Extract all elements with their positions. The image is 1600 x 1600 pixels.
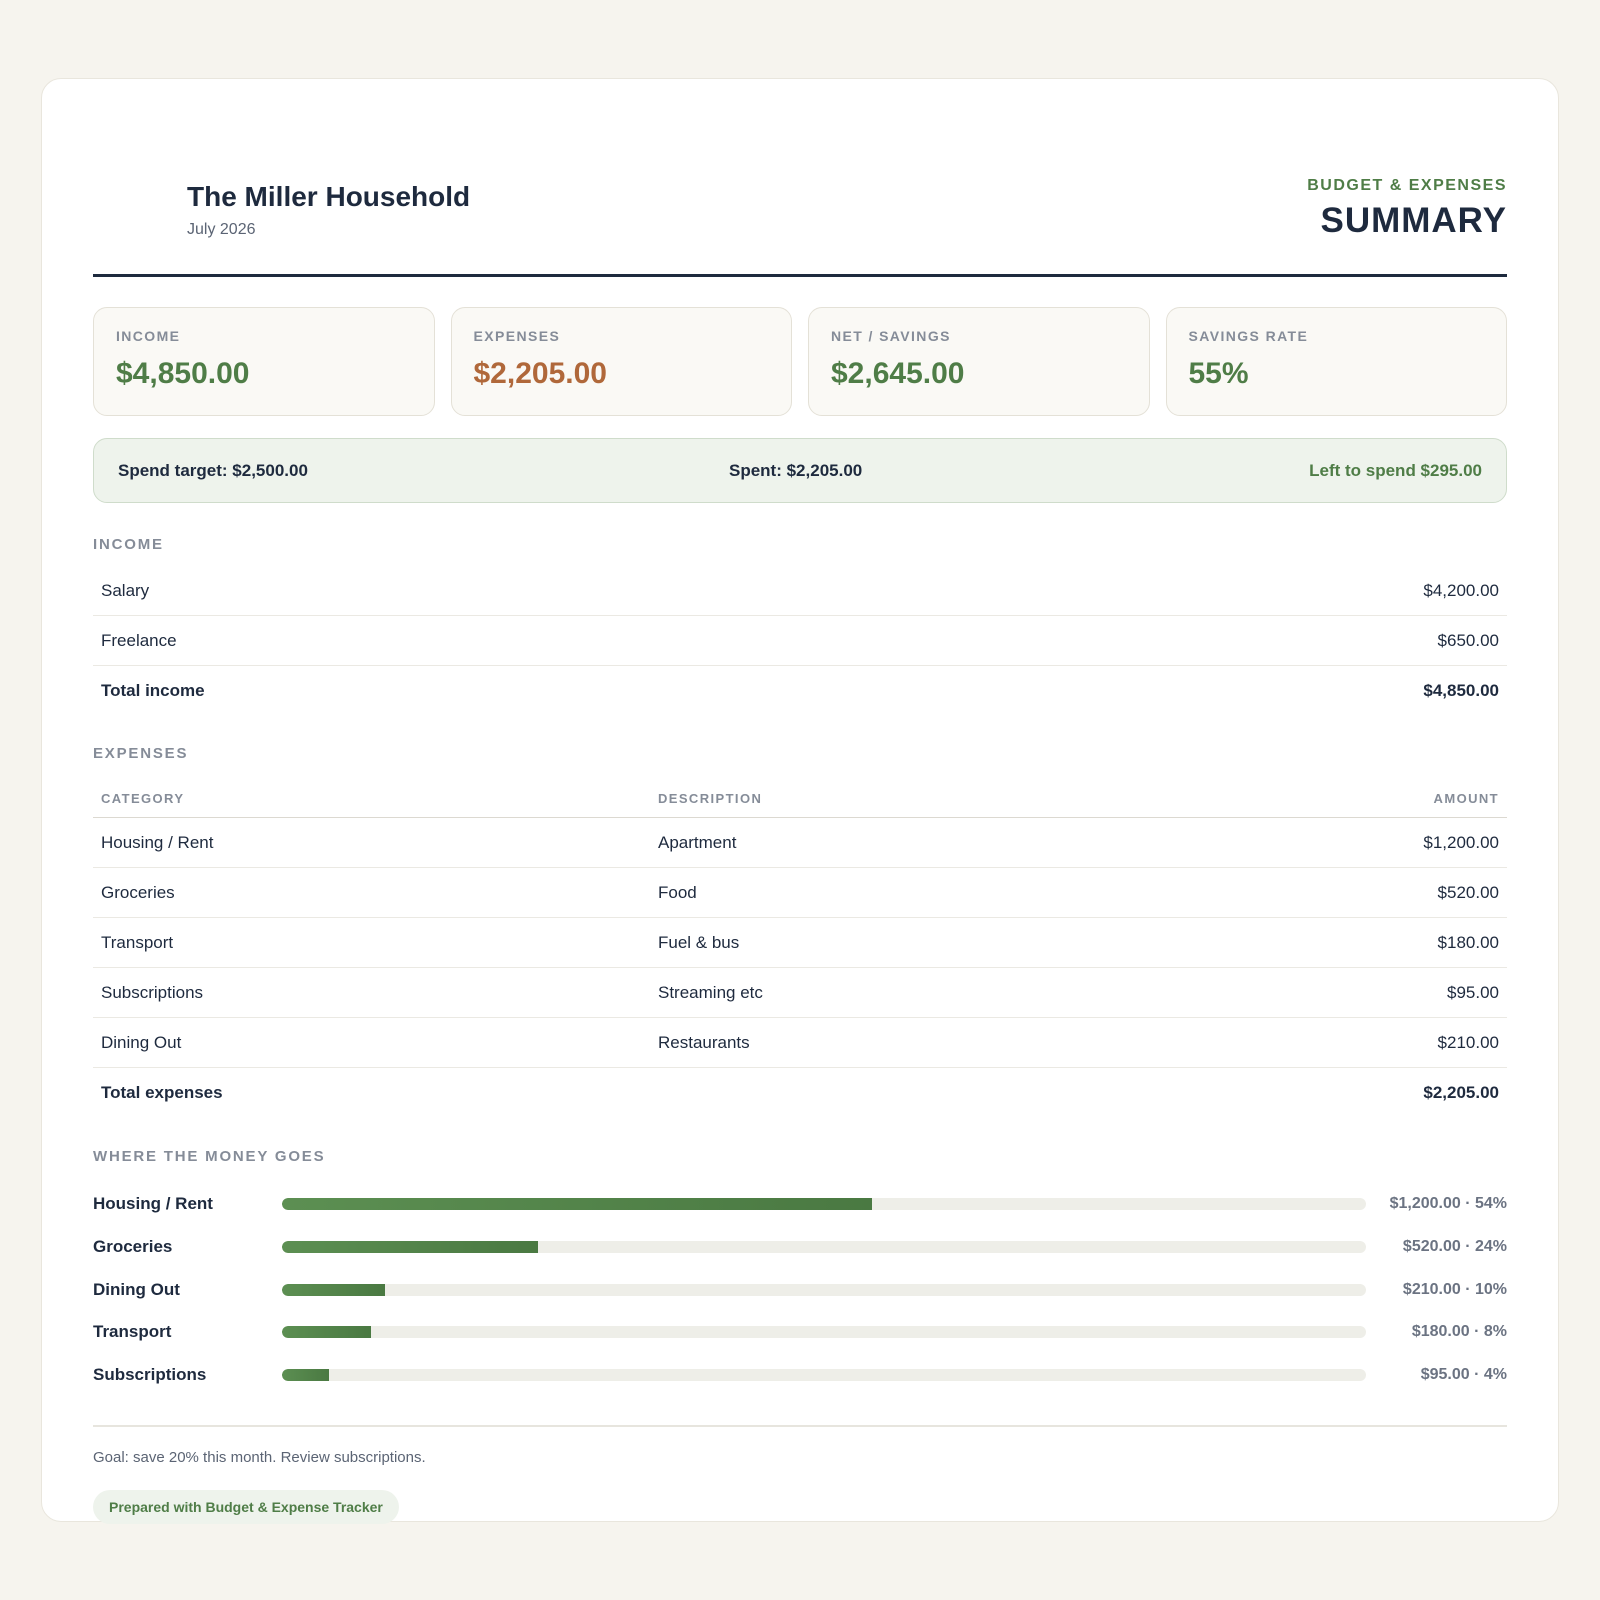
table-row: Freelance $650.00 bbox=[93, 616, 1507, 666]
kpi-income: INCOME $4,850.00 bbox=[93, 307, 435, 416]
table-row: Subscriptions Streaming etc $95.00 bbox=[93, 968, 1507, 1018]
breakdown-value: $180.00 · 8% bbox=[1411, 1323, 1507, 1341]
summary-card: The Miller Household July 2026 BUDGET & … bbox=[41, 78, 1559, 1525]
expense-category: Subscriptions bbox=[101, 982, 204, 1002]
breakdown-row: Transport $180.00 · 8% bbox=[93, 1311, 1507, 1354]
table-row: Groceries Food $520.00 bbox=[93, 868, 1507, 918]
expense-amount: $520.00 bbox=[1437, 882, 1499, 902]
breakdown-bars: Housing / Rent $1,200.00 · 54% Groceries… bbox=[93, 1183, 1507, 1396]
goal-note: Goal: save 20% this month. Review subscr… bbox=[93, 1449, 426, 1467]
income-total-amount: $4,850.00 bbox=[1423, 681, 1499, 700]
expense-description: Fuel & bus bbox=[658, 932, 740, 952]
breakdown-category: Groceries bbox=[93, 1237, 173, 1257]
breakdown-row: Dining Out $210.00 · 10% bbox=[93, 1268, 1507, 1311]
expense-category: Housing / Rent bbox=[101, 832, 214, 852]
breakdown-fill bbox=[282, 1198, 872, 1211]
income-amount: $650.00 bbox=[1437, 630, 1499, 650]
income-source: Freelance bbox=[101, 630, 177, 650]
expense-amount: $210.00 bbox=[1437, 1032, 1499, 1052]
breakdown-row: Groceries $520.00 · 24% bbox=[93, 1226, 1507, 1269]
income-table: Salary $4,200.00 Freelance $650.00 Total… bbox=[93, 566, 1507, 716]
footer: Goal: save 20% this month. Review subscr… bbox=[93, 1425, 1507, 1525]
kpi-savings-rate: SAVINGS RATE 55% bbox=[1165, 307, 1507, 416]
expenses-total-label: Total expenses bbox=[101, 1083, 223, 1102]
kpi-label: SAVINGS RATE bbox=[1188, 328, 1309, 344]
breakdown-track bbox=[282, 1369, 1366, 1382]
expense-amount: $1,200.00 bbox=[1423, 832, 1499, 852]
left-to-spend: Left to spend $295.00 bbox=[1309, 460, 1482, 480]
table-row: Salary $4,200.00 bbox=[93, 566, 1507, 616]
document-header: The Miller Household July 2026 BUDGET & … bbox=[93, 129, 1507, 277]
expense-category: Transport bbox=[101, 932, 174, 952]
breakdown-fill bbox=[282, 1369, 329, 1382]
kpi-label: EXPENSES bbox=[473, 328, 561, 344]
breakdown-value: $520.00 · 24% bbox=[1402, 1238, 1507, 1256]
expense-amount: $95.00 bbox=[1447, 982, 1499, 1002]
breakdown-track bbox=[282, 1241, 1366, 1254]
expenses-total-row: Total expenses $2,205.00 bbox=[93, 1068, 1507, 1118]
period-label: July 2026 bbox=[187, 221, 256, 238]
kpi-expenses: EXPENSES $2,205.00 bbox=[450, 307, 792, 416]
document-title: SUMMARY bbox=[1320, 201, 1507, 240]
table-row: Dining Out Restaurants $210.00 bbox=[93, 1018, 1507, 1068]
income-amount: $4,200.00 bbox=[1423, 580, 1499, 600]
income-total-label: Total income bbox=[101, 681, 205, 700]
kpi-value: $2,645.00 bbox=[831, 357, 965, 390]
expense-description: Restaurants bbox=[658, 1032, 750, 1052]
expense-description: Food bbox=[658, 882, 697, 902]
breakdown-track bbox=[282, 1283, 1366, 1296]
expenses-total-amount: $2,205.00 bbox=[1423, 1083, 1499, 1102]
kpi-row: INCOME $4,850.00 EXPENSES $2,205.00 NET … bbox=[93, 307, 1507, 416]
expenses-table: Housing / Rent Apartment $1,200.00 Groce… bbox=[93, 818, 1507, 1118]
prepared-with-badge: Prepared with Budget & Expense Tracker bbox=[93, 1490, 399, 1525]
income-total-row: Total income $4,850.00 bbox=[93, 666, 1507, 716]
breakdown-category: Subscriptions bbox=[93, 1365, 207, 1385]
breakdown-category: Dining Out bbox=[93, 1279, 180, 1299]
breakdown-value: $95.00 · 4% bbox=[1420, 1366, 1507, 1384]
kpi-value: $2,205.00 bbox=[473, 357, 607, 390]
document-kicker: BUDGET & EXPENSES bbox=[1307, 177, 1507, 194]
column-header-amount: AMOUNT bbox=[1433, 791, 1499, 806]
income-section-label: INCOME bbox=[93, 536, 164, 553]
column-header-description: DESCRIPTION bbox=[658, 791, 763, 806]
expense-amount: $180.00 bbox=[1437, 932, 1499, 952]
breakdown-section-label: WHERE THE MONEY GOES bbox=[93, 1148, 326, 1165]
breakdown-track bbox=[282, 1198, 1366, 1211]
kpi-value: 55% bbox=[1188, 357, 1249, 390]
spend-target-bar: Spend target: $2,500.00 Spent: $2,205.00… bbox=[93, 438, 1507, 503]
breakdown-category: Transport bbox=[93, 1322, 172, 1342]
expense-description: Streaming etc bbox=[658, 982, 763, 1002]
breakdown-fill bbox=[282, 1241, 538, 1254]
kpi-label: NET / SAVINGS bbox=[831, 328, 951, 344]
household-name: The Miller Household bbox=[187, 181, 471, 212]
kpi-value: $4,850.00 bbox=[116, 357, 250, 390]
expense-description: Apartment bbox=[658, 832, 737, 852]
breakdown-row: Housing / Rent $1,200.00 · 54% bbox=[93, 1183, 1507, 1226]
breakdown-track bbox=[282, 1326, 1366, 1339]
spend-target: Spend target: $2,500.00 bbox=[118, 460, 308, 480]
income-source: Salary bbox=[101, 580, 150, 600]
breakdown-row: Subscriptions $95.00 · 4% bbox=[93, 1354, 1507, 1397]
table-row: Housing / Rent Apartment $1,200.00 bbox=[93, 818, 1507, 868]
table-row: Transport Fuel & bus $180.00 bbox=[93, 918, 1507, 968]
spent-amount: Spent: $2,205.00 bbox=[729, 460, 863, 480]
breakdown-fill bbox=[282, 1283, 385, 1296]
kpi-label: INCOME bbox=[116, 328, 181, 344]
breakdown-category: Housing / Rent bbox=[93, 1194, 213, 1214]
breakdown-value: $1,200.00 · 54% bbox=[1389, 1195, 1507, 1213]
expenses-section-label: EXPENSES bbox=[93, 745, 189, 762]
expenses-table-header: CATEGORY DESCRIPTION AMOUNT bbox=[93, 780, 1507, 818]
expense-category: Dining Out bbox=[101, 1032, 182, 1052]
breakdown-fill bbox=[282, 1326, 371, 1339]
expense-category: Groceries bbox=[101, 882, 175, 902]
breakdown-value: $210.00 · 10% bbox=[1402, 1280, 1507, 1298]
kpi-net-savings: NET / SAVINGS $2,645.00 bbox=[808, 307, 1150, 416]
column-header-category: CATEGORY bbox=[101, 791, 185, 806]
